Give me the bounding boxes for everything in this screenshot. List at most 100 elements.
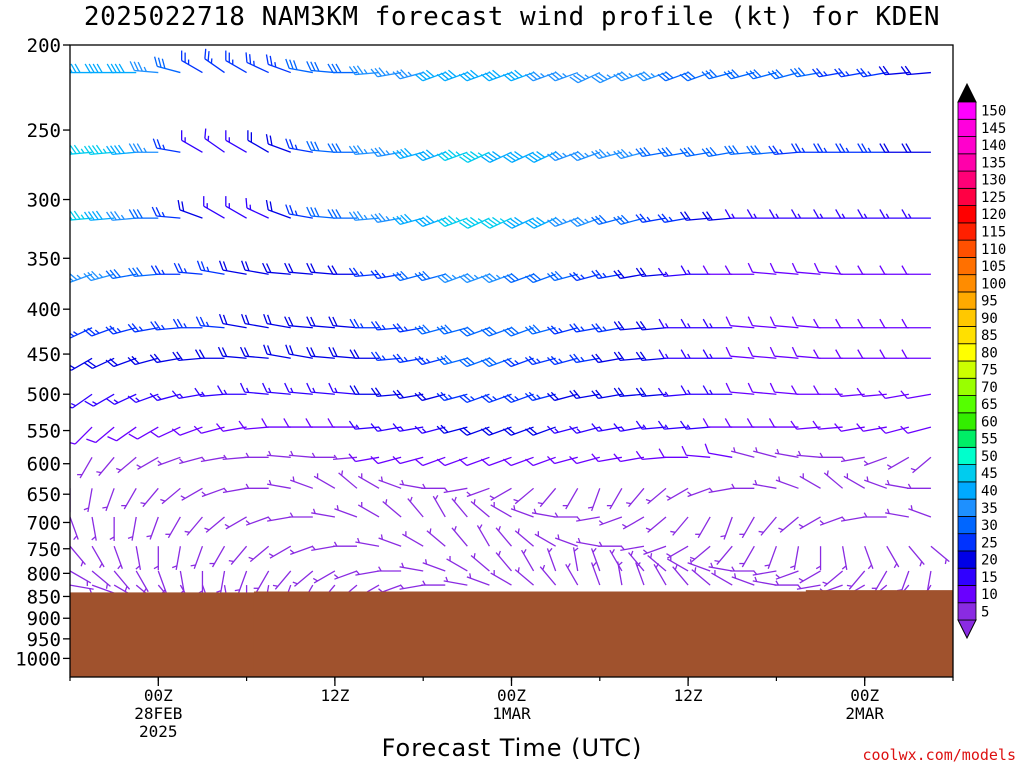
wind-barb [105, 357, 137, 368]
barb-full [857, 265, 864, 275]
colorbar-label: 150 [981, 104, 1006, 120]
barb-half [689, 559, 693, 565]
wind-barb [272, 570, 292, 590]
barb-full [109, 358, 118, 366]
wind-barb [621, 516, 645, 530]
wind-barb [502, 326, 534, 337]
barb-staff [201, 487, 225, 498]
barb-full [532, 152, 542, 160]
wind-barb [590, 547, 601, 572]
wind-barb [843, 473, 866, 489]
wind-barb [753, 447, 777, 458]
barb-half [758, 530, 764, 533]
barb-full [105, 326, 114, 335]
barb-full [414, 219, 424, 227]
barb-half [355, 424, 360, 430]
wind-barb [769, 382, 799, 395]
wind-barb [908, 545, 925, 567]
wind-barb [878, 65, 909, 76]
wind-barb [106, 144, 137, 155]
barb-full [724, 418, 731, 428]
barb-full [731, 69, 740, 78]
wind-barb [490, 570, 512, 586]
barb-half [359, 323, 364, 329]
colorbar-label: 145 [981, 121, 1006, 137]
barb-full [879, 265, 886, 275]
wind-barb [775, 570, 799, 580]
barb-half [113, 399, 119, 404]
barb-full [484, 426, 494, 435]
barb-full [595, 215, 604, 224]
barb-full [547, 153, 556, 161]
barb-half [584, 218, 589, 223]
barb-full [87, 360, 97, 368]
barb-full [769, 346, 776, 357]
wind-barb [503, 216, 534, 229]
x-tick-label: 28FEB [134, 704, 182, 723]
barb-full [404, 147, 413, 156]
barb-staff [774, 325, 799, 329]
barb-full [661, 147, 669, 157]
barb-half [451, 274, 457, 279]
barb-full [528, 325, 537, 334]
barb-full [613, 150, 622, 159]
wind-barb [399, 562, 424, 572]
barb-full [525, 222, 535, 229]
barb-staff [70, 457, 71, 460]
barb-full [635, 351, 643, 361]
barb-full [370, 68, 378, 78]
wind-barb [421, 483, 446, 489]
barb-full [440, 355, 449, 364]
barb-half [513, 505, 516, 511]
barb-half [598, 426, 603, 431]
wind-barb [480, 456, 512, 467]
wind-barb [534, 531, 556, 547]
wind-barb [157, 456, 181, 467]
barb-full [444, 71, 453, 79]
barb-full [370, 455, 379, 464]
barb-full [45, 366, 54, 370]
barb-half [180, 495, 186, 499]
wind-barb [245, 197, 269, 219]
barb-full [267, 314, 272, 325]
colorbar-label: 125 [981, 190, 1006, 206]
barb-half [709, 389, 713, 395]
barb-full [348, 145, 356, 155]
wind-barb [799, 473, 821, 489]
barb-full [573, 353, 581, 363]
barb-full [310, 347, 316, 357]
barb-full [285, 138, 290, 149]
barb-half [157, 395, 162, 400]
barb-full [857, 209, 864, 219]
wind-barbs-layer [40, 48, 950, 610]
wind-barb [292, 570, 314, 587]
barb-full [901, 318, 908, 329]
barb-full [40, 276, 48, 282]
barb-full [425, 69, 435, 78]
wind-barb [285, 204, 313, 219]
barb-full [422, 150, 431, 159]
wind-barb [290, 476, 314, 489]
barb-half [146, 535, 152, 538]
barb-full [289, 139, 294, 150]
wind-barb [510, 505, 534, 518]
barb-full [374, 67, 382, 77]
barb-full [789, 68, 798, 78]
barb-full [436, 425, 445, 434]
barb-full [635, 420, 643, 430]
barb-staff [158, 426, 181, 438]
barb-full [422, 71, 431, 79]
barb-full [639, 72, 648, 80]
wind-barb [695, 516, 711, 539]
barb-full [161, 58, 166, 69]
wind-barb [228, 545, 248, 566]
barb-half [617, 561, 623, 566]
barb-full [904, 65, 912, 75]
barb-full [392, 390, 401, 399]
wind-barb [708, 487, 733, 494]
barb-half [776, 448, 780, 455]
barb-full [422, 216, 431, 225]
barb-half [650, 72, 656, 78]
barb-full [40, 212, 46, 220]
wind-barb [194, 349, 225, 359]
